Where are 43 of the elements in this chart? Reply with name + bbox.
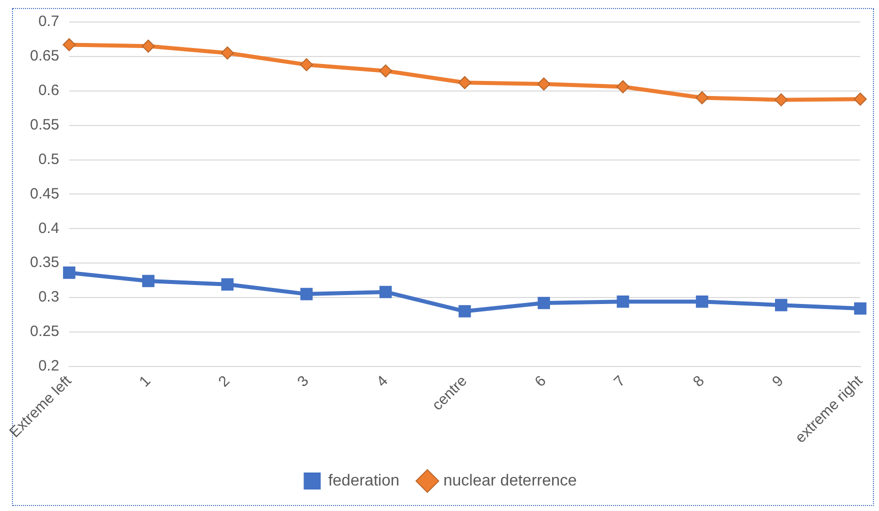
point (854, 302, 866, 315)
legend-label: nuclear deterrence (443, 472, 577, 490)
y-tick-label: 0.35 (30, 254, 60, 272)
y-tick-label: 0.4 (38, 220, 60, 237)
point (142, 40, 155, 53)
x-tick-label: 1 (136, 372, 154, 390)
point (221, 278, 234, 291)
point (616, 80, 630, 94)
point (142, 274, 154, 288)
legend-label: federation (328, 472, 400, 490)
y-tick-label: 0.5 (38, 150, 60, 168)
point (537, 77, 550, 90)
y-tick-label: 0.7 (38, 13, 60, 30)
point (774, 93, 788, 106)
x-tick-label: 8 (690, 372, 708, 390)
y-tick-label: 0.2 (38, 358, 60, 375)
point (220, 46, 234, 60)
x-tick-label: 6 (532, 372, 550, 390)
y-tick-label: 0.45 (30, 185, 60, 202)
point (458, 76, 472, 90)
point (775, 298, 788, 312)
y-tick-label: 0.55 (30, 116, 60, 134)
x-tick-label: 7 (610, 372, 629, 390)
x-tick-label: 3 (294, 372, 312, 390)
point (62, 38, 76, 52)
point (63, 266, 76, 279)
y-tick-label: 0.3 (38, 288, 60, 306)
point (616, 295, 630, 308)
point (458, 305, 471, 318)
point (379, 64, 392, 78)
point (854, 92, 867, 106)
x-tick-label: 9 (769, 372, 787, 390)
point (379, 286, 392, 298)
y-tick-label: 0.25 (30, 323, 60, 340)
point (696, 295, 708, 308)
x-tick-label: 2 (215, 372, 234, 390)
point (538, 296, 550, 310)
x-tick-label: 4 (373, 372, 392, 390)
y-tick-label: 0.65 (30, 48, 60, 65)
point (300, 58, 314, 72)
y-tick-label: 0.6 (38, 82, 60, 100)
point (696, 91, 709, 104)
point (300, 288, 313, 300)
